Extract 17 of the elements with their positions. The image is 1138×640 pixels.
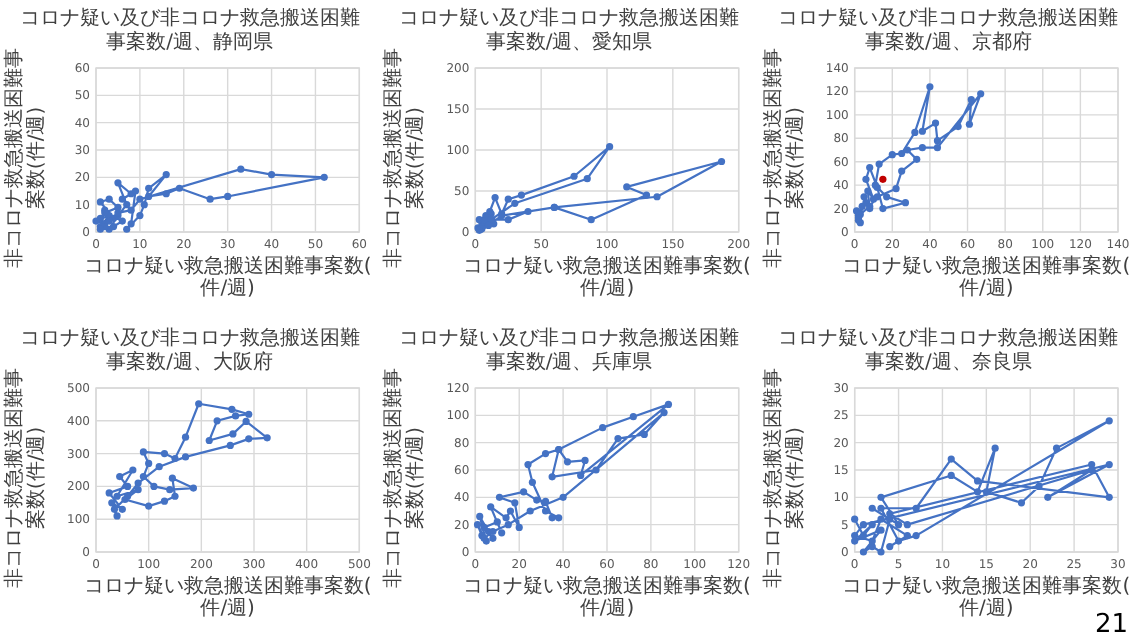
x-axis-title: コロナ疑い救急搬送困難事案数(件/週) bbox=[463, 574, 752, 620]
y-axis-title: 非コロナ救急搬送困難事案数(件/週) bbox=[381, 48, 428, 268]
chart-title: コロナ疑い及び非コロナ救急搬送困難事案数/週、兵庫県 bbox=[399, 326, 739, 374]
x-axis-title: コロナ疑い救急搬送困難事案数(件/週) bbox=[83, 254, 372, 300]
x-axis-title: コロナ疑い救急搬送困難事案数(件/週) bbox=[463, 254, 752, 300]
chart-title: コロナ疑い及び非コロナ救急搬送困難事案数/週、静岡県 bbox=[19, 6, 360, 54]
chart-title: コロナ疑い及び非コロナ救急搬送困難事案数/週、愛知県 bbox=[399, 6, 739, 54]
chart-title: コロナ疑い及び非コロナ救急搬送困難事案数/週、京都府 bbox=[778, 6, 1119, 54]
x-axis-title: コロナ疑い救急搬送困難事案数(件/週) bbox=[842, 254, 1131, 300]
y-axis-title: 非コロナ救急搬送困難事案数(件/週) bbox=[2, 368, 48, 588]
x-axis-title: コロナ疑い救急搬送困難事案数(件/週) bbox=[83, 574, 372, 620]
y-axis-title: 非コロナ救急搬送困難事案数(件/週) bbox=[381, 368, 428, 588]
chart-title: コロナ疑い及び非コロナ救急搬送困難事案数/週、大阪府 bbox=[19, 326, 360, 374]
chart-title: コロナ疑い及び非コロナ救急搬送困難事案数/週、奈良県 bbox=[778, 326, 1119, 374]
y-axis-title: 非コロナ救急搬送困難事案数(件/週) bbox=[2, 48, 48, 268]
y-axis-title: 非コロナ救急搬送困難事案数(件/週) bbox=[760, 48, 807, 268]
y-axis-title: 非コロナ救急搬送困難事案数(件/週) bbox=[760, 368, 807, 588]
